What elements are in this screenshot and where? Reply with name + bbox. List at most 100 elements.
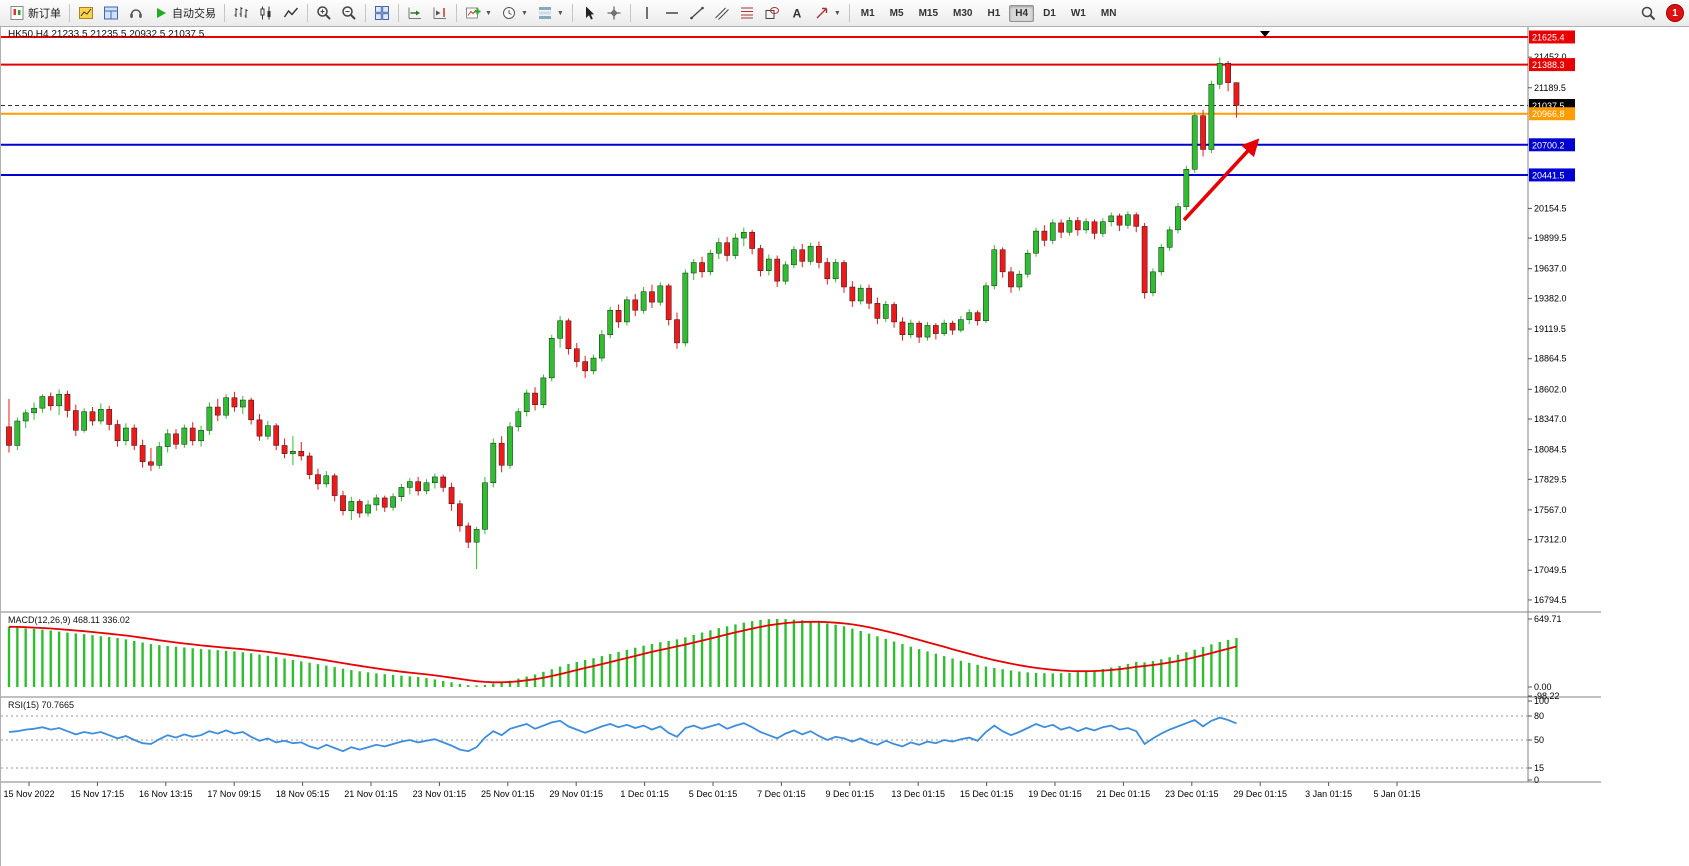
timeframe-h1-button[interactable]: H1 <box>987 7 1001 19</box>
vertical-line-button[interactable] <box>635 1 659 26</box>
time-label: 7 Dec 01:15 <box>757 789 806 799</box>
shapes-icon <box>765 7 779 19</box>
crosshair-button[interactable] <box>602 1 626 26</box>
bars-icon <box>234 7 248 18</box>
timeframe-m30-button[interactable]: M30 <box>953 7 973 19</box>
panel-frame <box>1 27 1601 783</box>
notification-badge[interactable]: 1 <box>1666 4 1684 22</box>
price-badge: 21388.3 <box>1529 58 1575 72</box>
auto-scroll-button[interactable] <box>403 1 427 26</box>
new-order-label: 新订单 <box>28 8 61 20</box>
toolbar-separator <box>629 4 631 22</box>
time-label: 15 Nov 2022 <box>3 789 54 799</box>
rsi-scale-label: 100 <box>1534 696 1549 706</box>
zoom-out-button[interactable] <box>337 1 361 26</box>
templates-button[interactable]: ▼ <box>533 1 568 26</box>
price-axis-label: 18084.5 <box>1534 445 1567 455</box>
period-clock-button[interactable]: ▼ <box>497 1 532 26</box>
candles-icon <box>260 6 271 20</box>
support-button[interactable] <box>124 1 148 26</box>
time-label: 18 Nov 05:15 <box>276 789 330 799</box>
price-axis[interactable]: 21452.0 21189.5 20154.5 19899.5 19637.0 19382… <box>1528 30 1575 605</box>
chart-shift-icon <box>433 7 446 19</box>
equidistant-channel-button[interactable] <box>710 1 734 26</box>
new-order-icon <box>10 6 24 20</box>
arrows-button[interactable]: ▼ <box>810 1 845 26</box>
zoom-in-button[interactable] <box>312 1 336 26</box>
text-tool-button[interactable]: A <box>785 1 809 26</box>
price-badge: 20441.5 <box>1529 168 1575 182</box>
main-toolbar: 新订单 自动交易 ▼ ▼ ▼ A ▼ M1 M5 M15 M30 H1 H4 D1 W1 MN 1 <box>0 0 1689 27</box>
timeframe-mn-button[interactable]: MN <box>1100 7 1117 19</box>
bar-chart-button[interactable] <box>229 1 253 26</box>
scroll-to-end-marker[interactable] <box>1260 31 1270 37</box>
timeframe-w1-button[interactable]: W1 <box>1070 7 1086 19</box>
toolbar-separator <box>848 4 850 22</box>
rsi-indicator <box>1 715 1528 769</box>
time-label: 23 Dec 01:15 <box>1165 789 1219 799</box>
timeframe-m1-button[interactable]: M1 <box>860 7 875 19</box>
time-label: 21 Dec 01:15 <box>1097 789 1151 799</box>
auto-trading-button[interactable]: 自动交易 <box>149 1 220 26</box>
price-chart-canvas[interactable]: 21452.0 21189.5 20154.5 19899.5 19637.0 19382… <box>1 27 1689 866</box>
chart-window[interactable]: HK50,H4 21233.5 21235.5 20932.5 21037.5 … <box>0 27 1689 866</box>
toolbar-right-group: 1 <box>1636 1 1684 26</box>
zoom-in-icon <box>317 6 331 20</box>
tile-windows-button[interactable] <box>370 1 394 26</box>
shapes-button[interactable] <box>760 1 784 26</box>
price-badge: 21625.4 <box>1529 30 1575 44</box>
price-axis-label: 19382.0 <box>1534 293 1567 303</box>
trend-arrow[interactable] <box>1182 138 1260 222</box>
rsi-scale-label: 15 <box>1534 763 1544 773</box>
toolbar-separator <box>307 4 308 22</box>
trendline-button[interactable] <box>685 1 709 26</box>
timeframe-m15-button[interactable]: M15 <box>918 7 939 19</box>
time-label: 13 Dec 01:15 <box>891 789 945 799</box>
toolbar-separator <box>398 4 399 22</box>
svg-text:A: A <box>792 7 801 21</box>
time-label: 29 Nov 01:15 <box>549 789 603 799</box>
rsi-scale-label: 80 <box>1534 711 1544 721</box>
timeframe-d1-button[interactable]: D1 <box>1043 7 1056 19</box>
data-window-button[interactable] <box>99 1 123 26</box>
toolbar-separator <box>224 4 225 22</box>
tline-icon <box>690 6 704 20</box>
price-axis-label: 19899.5 <box>1534 233 1567 243</box>
macd-scale-label: 0.00 <box>1534 682 1552 692</box>
new-order-button[interactable]: 新订单 <box>5 1 65 26</box>
candlestick-chart-button[interactable] <box>254 1 278 26</box>
line-chart-button[interactable] <box>279 1 303 26</box>
svg-text:21037.5: 21037.5 <box>1532 101 1565 111</box>
chevron-down-icon: ▼ <box>833 9 841 17</box>
tile-icon <box>375 6 389 20</box>
fibonacci-button[interactable] <box>735 1 759 26</box>
price-axis-label: 21452.0 <box>1534 52 1567 62</box>
search-button[interactable] <box>1636 1 1660 26</box>
price-axis-label: 17567.0 <box>1534 505 1567 515</box>
price-axis-label: 17829.5 <box>1534 474 1567 484</box>
chevron-down-icon: ▼ <box>556 9 564 17</box>
chart-shift-button[interactable] <box>428 1 452 26</box>
cursor-button[interactable] <box>577 1 601 26</box>
svg-text:20700.2: 20700.2 <box>1532 140 1565 150</box>
time-label: 23 Nov 01:15 <box>413 789 467 799</box>
new-chart-button[interactable]: ▼ <box>461 1 496 26</box>
time-label: 1 Dec 01:15 <box>620 789 669 799</box>
hline-icon <box>665 12 678 14</box>
price-badge: 20700.2 <box>1529 138 1575 152</box>
chart-ohlc-title: HK50,H4 21233.5 21235.5 20932.5 21037.5 <box>8 29 205 40</box>
charts-icon <box>79 7 93 19</box>
cursor-icon <box>585 6 594 20</box>
time-label: 25 Nov 01:15 <box>481 789 535 799</box>
timeframe-h4-button[interactable]: H4 <box>1009 4 1035 22</box>
timeframe-m5-button[interactable]: M5 <box>889 7 904 19</box>
price-level-lines[interactable] <box>1 35 1528 176</box>
macd-indicator <box>7 618 1238 687</box>
auto-scroll-icon <box>408 7 421 19</box>
time-axis[interactable]: 15 Nov 2022 15 Nov 17:15 16 Nov 13:15 17 No… <box>3 782 1421 799</box>
market-watch-button[interactable] <box>74 1 98 26</box>
horizontal-line-button[interactable] <box>660 1 684 26</box>
price-axis-label: 17049.5 <box>1534 565 1567 575</box>
fibo-icon <box>740 7 753 19</box>
macd-scale-label: 649.71 <box>1534 614 1562 624</box>
